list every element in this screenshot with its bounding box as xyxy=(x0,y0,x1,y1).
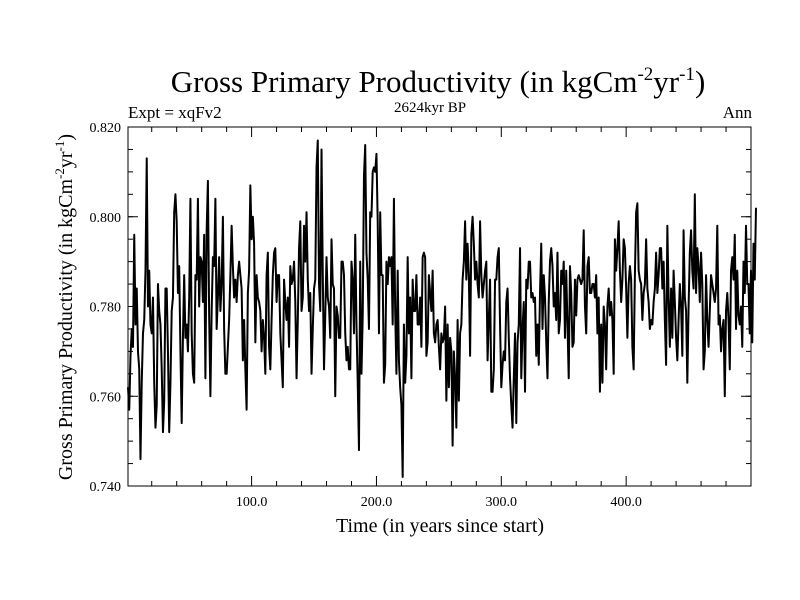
axis-ticks xyxy=(128,126,751,487)
x-tick-label: 400.0 xyxy=(610,495,642,510)
y-tick-labels: 0.740 0.760 0.780 0.800 0.820 xyxy=(90,121,122,495)
x-tick-label: 300.0 xyxy=(486,495,518,510)
x-tick-labels: 100.0 200.0 300.0 400.0 xyxy=(236,495,642,510)
y-tick-label: 0.760 xyxy=(90,390,122,405)
y-tick-label: 0.740 xyxy=(90,480,122,495)
plot-frame xyxy=(127,126,752,487)
y-tick-label: 0.820 xyxy=(90,121,122,136)
chart-subtitle: 2624kyr BP xyxy=(394,100,466,116)
series-line-gpp xyxy=(127,139,757,479)
chart-title: Gross Primary Productivity (in kgCm-2yr-… xyxy=(171,64,706,99)
y-tick-label: 0.800 xyxy=(90,211,122,226)
y-axis-label: Gross Primary Productivity (in kgCm-2yr-… xyxy=(52,134,77,480)
y-tick-label: 0.780 xyxy=(90,301,122,316)
x-axis-label: Time (in years since start) xyxy=(336,515,544,537)
x-tick-label: 200.0 xyxy=(361,495,393,510)
season-label: Ann xyxy=(723,103,753,122)
x-tick-label: 100.0 xyxy=(236,495,268,510)
experiment-label: Expt = xqFv2 xyxy=(128,103,222,122)
